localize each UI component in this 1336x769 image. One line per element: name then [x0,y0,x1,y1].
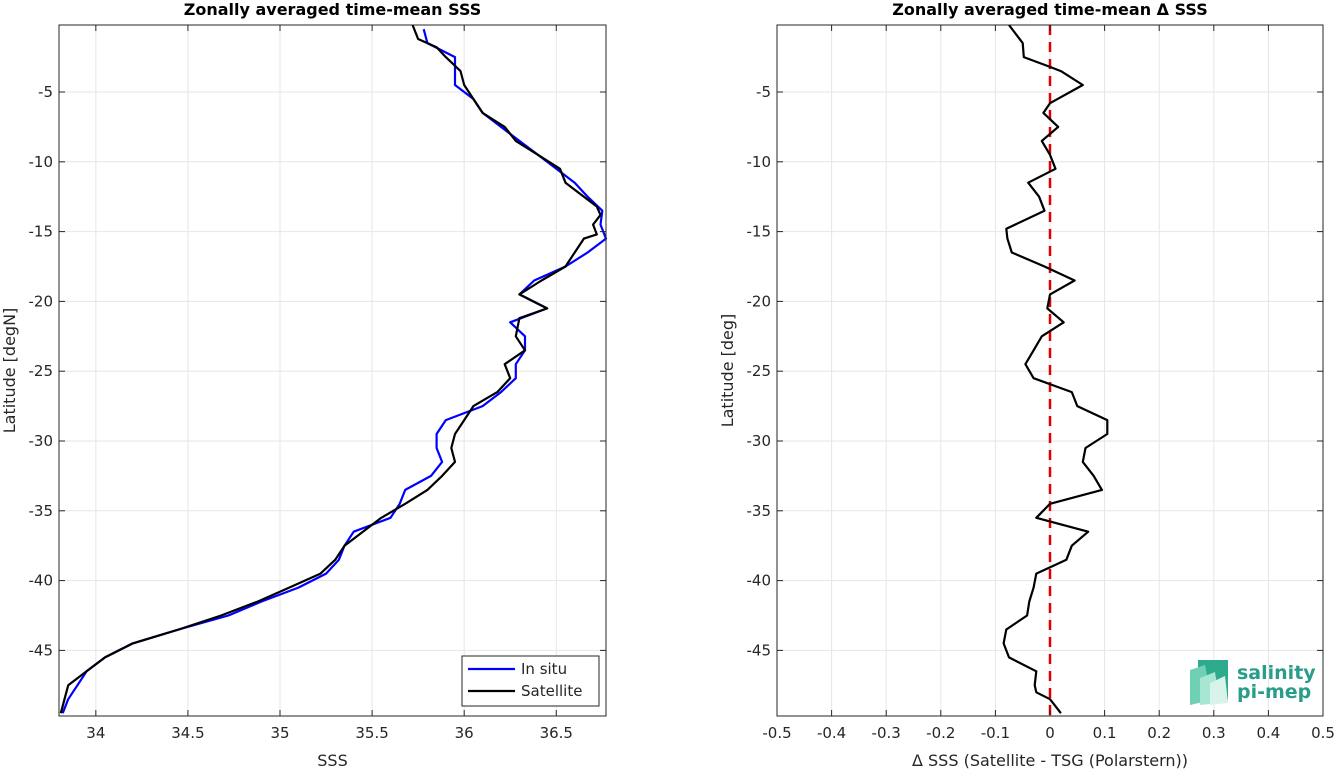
x-tick-label: 35.5 [355,724,388,742]
y-tick-label: -10 [747,153,772,171]
y-axis-label: Latitude [deg] [718,314,737,428]
legend: In situ Satellite [461,655,600,707]
x-axis-label: SSS [317,751,347,769]
x-tick-label: 0.3 [1202,724,1226,742]
y-tick-label: -30 [29,432,54,450]
panel-delta-sss: -0.5 -0.4 -0.3 -0.2 -0.1 0 0.1 0.2 0.3 0.4 0.5 -5 -1… [718,0,1335,769]
y-tick-label: -15 [747,223,772,241]
x-tick-label: -0.4 [817,724,846,742]
x-tick-label: 0 [1045,724,1055,742]
x-tick-label: -0.3 [872,724,901,742]
x-tick-label: -0.5 [762,724,791,742]
x-tick-label: 0.5 [1311,724,1335,742]
logo-text-line1: salinity [1237,662,1316,684]
x-tick-label: 36 [455,724,474,742]
x-tick-label: 0.2 [1147,724,1171,742]
legend-label-in-situ: In situ [521,660,567,678]
y-tick-label: -25 [747,362,772,380]
y-axis-label: Latitude [degN] [0,308,19,434]
y-tick-label: -30 [747,432,772,450]
y-tick-label: -40 [29,572,54,590]
y-tick-label: -15 [29,223,54,241]
y-tick-label: -20 [747,292,772,310]
salinity-pi-mep-logo: salinity pi-mep [1190,660,1316,705]
y-tick-label: -45 [747,641,772,659]
x-tick-label: 34 [86,724,105,742]
x-tick-label: 0.4 [1256,724,1280,742]
series-line-in-situ [61,28,608,714]
x-tick-label: 36.5 [540,724,573,742]
x-tick-label: -0.1 [981,724,1010,742]
chart-title: Zonally averaged time-mean Δ SSS [892,0,1208,19]
chart-title: Zonally averaged time-mean SSS [184,0,482,19]
y-tick-label: -35 [747,502,772,520]
series-line-satellite [59,24,602,714]
y-tick-label: -10 [29,153,54,171]
logo-text-line2: pi-mep [1237,681,1311,703]
y-tick-label: -35 [29,502,54,520]
plot-frame [58,24,607,717]
y-tick-label: -5 [38,83,53,101]
y-tick-label: -25 [29,362,54,380]
x-tick-label: 34.5 [171,724,204,742]
x-tick-label: 35 [270,724,289,742]
series-line-delta-sss [1002,24,1109,714]
y-tick-label: -5 [756,83,771,101]
panel-sss: 34 34.5 35 35.5 36 36.5 -5 -10 -15 -20 -25 -30 -35 -4… [0,0,608,769]
x-tick-label: -0.2 [926,724,955,742]
y-tick-label: -40 [747,572,772,590]
legend-label-satellite: Satellite [521,682,582,700]
x-tick-label: 0.1 [1093,724,1117,742]
x-axis-label: Δ SSS (Satellite - TSG (Polarstern)) [912,751,1188,769]
y-tick-label: -45 [29,641,54,659]
y-tick-label: -20 [29,292,54,310]
